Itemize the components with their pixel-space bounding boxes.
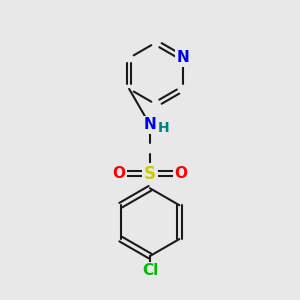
- Text: N: N: [176, 50, 189, 65]
- Text: O: O: [174, 166, 188, 181]
- Text: N: N: [144, 118, 156, 133]
- Text: Cl: Cl: [142, 263, 158, 278]
- Text: O: O: [112, 166, 126, 181]
- Text: S: S: [144, 165, 156, 183]
- Text: H: H: [158, 121, 169, 135]
